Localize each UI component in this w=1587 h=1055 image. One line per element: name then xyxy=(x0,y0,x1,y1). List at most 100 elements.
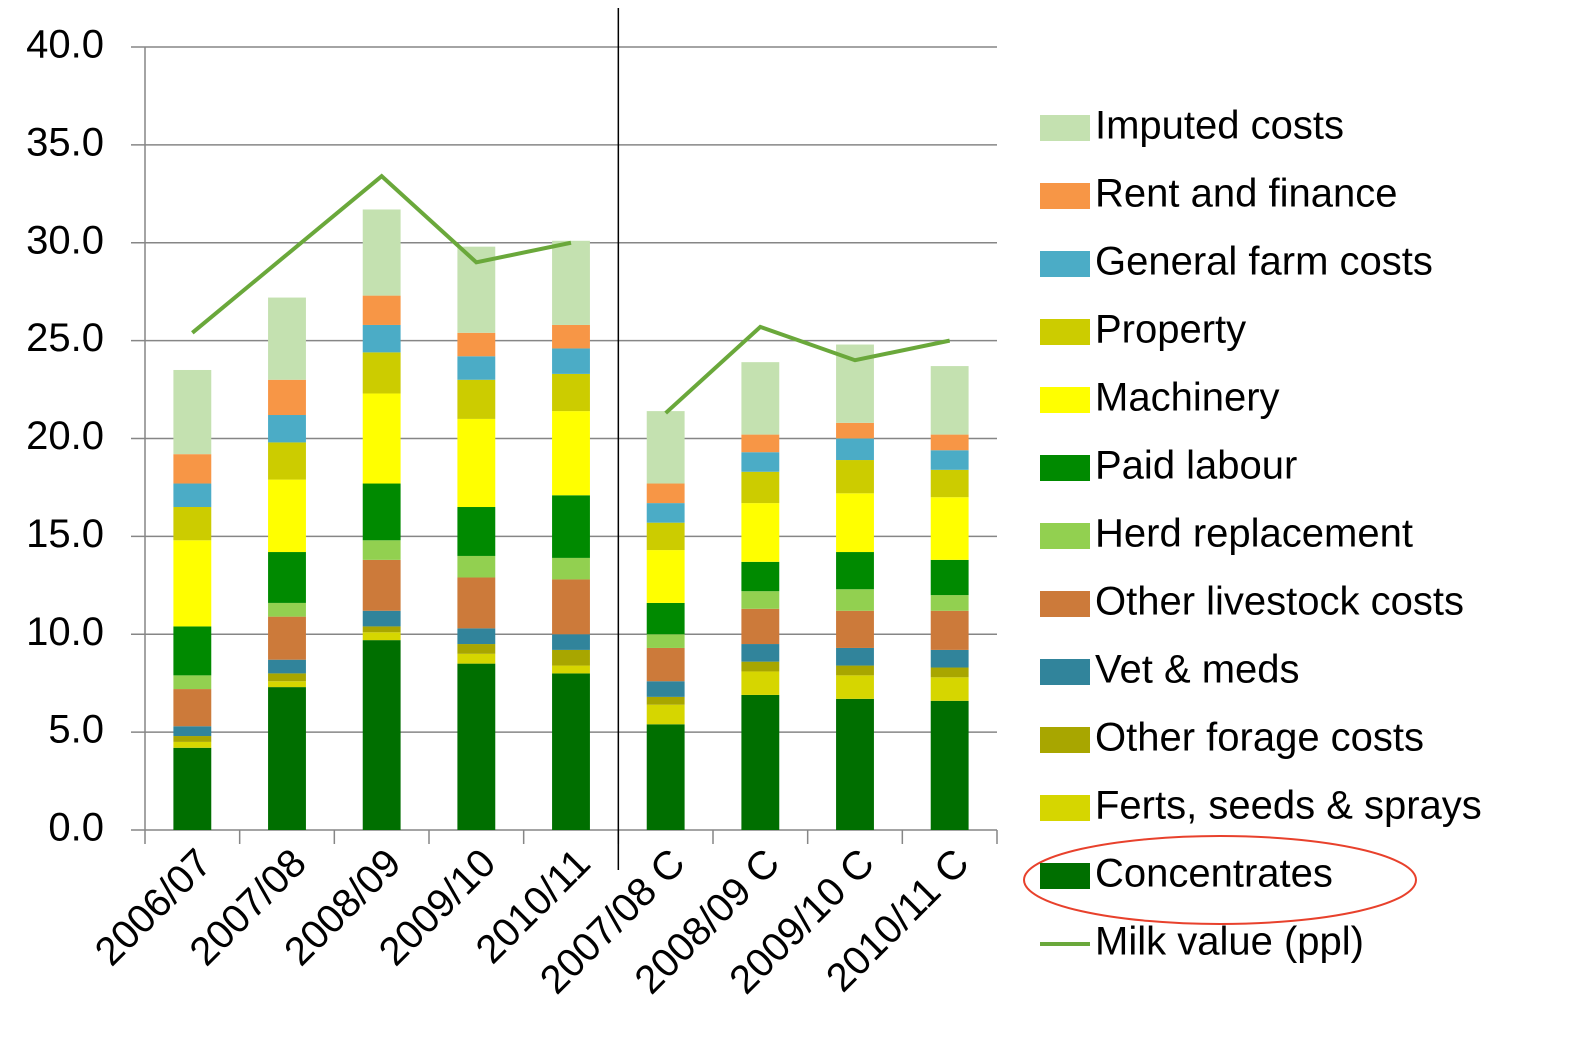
legend-swatch xyxy=(1040,387,1090,413)
bar-segment xyxy=(173,675,212,690)
bar-segment xyxy=(646,522,685,551)
legend-swatch xyxy=(1040,863,1090,889)
bar-segment xyxy=(741,661,780,672)
bar-segment xyxy=(362,295,401,325)
bar-segment xyxy=(457,379,496,419)
bar-segment xyxy=(552,411,590,496)
bar-segment xyxy=(268,442,306,480)
bar-segment xyxy=(930,667,969,678)
bar-segment xyxy=(268,479,306,553)
bar-segment xyxy=(930,610,969,650)
bar-segment xyxy=(646,602,685,635)
bar-segment xyxy=(930,497,969,560)
bar-segment xyxy=(362,483,401,541)
bar-segment xyxy=(552,579,590,635)
bar-segment xyxy=(268,687,306,830)
bar-segment xyxy=(836,665,874,676)
legend-swatch xyxy=(1040,591,1090,617)
bar-segment xyxy=(930,450,969,470)
legend-label: Vet & meds xyxy=(1095,648,1300,692)
bar-segment xyxy=(930,677,969,701)
legend-label: Other livestock costs xyxy=(1095,580,1464,624)
legend-swatch xyxy=(1040,455,1090,481)
legend-label: Paid labour xyxy=(1095,444,1297,488)
bar-segment xyxy=(741,471,780,504)
bar-segment xyxy=(268,659,306,674)
bar-segment xyxy=(930,559,969,596)
legend-swatch xyxy=(1040,251,1090,277)
bar-segment xyxy=(173,736,212,742)
bar-segment xyxy=(362,540,401,560)
legend-label: Ferts, seeds & sprays xyxy=(1095,784,1482,828)
y-tick-label: 25.0 xyxy=(26,316,104,360)
bar-segment xyxy=(362,393,401,484)
legend-label: Herd replacement xyxy=(1095,512,1413,556)
y-tick-label: 20.0 xyxy=(26,414,104,458)
bar-segment xyxy=(930,434,969,451)
y-tick-label: 15.0 xyxy=(26,512,104,556)
bar-segment xyxy=(173,741,212,748)
bar-segment xyxy=(646,503,685,523)
bar-segment xyxy=(741,591,780,609)
bar-segment xyxy=(173,689,212,727)
bar-segment xyxy=(268,616,306,660)
bar-segment xyxy=(362,610,401,627)
bar-segment xyxy=(173,540,212,627)
bar-segment xyxy=(741,452,780,472)
bar-segment xyxy=(173,726,212,737)
bar-segment xyxy=(268,415,306,443)
bar-segment xyxy=(836,647,874,666)
legend-label: Milk value (ppl) xyxy=(1095,920,1364,964)
bar-segment xyxy=(173,454,212,484)
legend-swatch xyxy=(1040,319,1090,345)
bar-segment xyxy=(741,694,780,830)
legend-label: Property xyxy=(1095,308,1246,352)
bar-segment xyxy=(552,495,590,558)
bar-segment xyxy=(646,696,685,705)
bar-segment xyxy=(362,324,401,353)
bar-segment xyxy=(930,595,969,611)
bar-segment xyxy=(457,332,496,357)
bar-segment xyxy=(552,634,590,650)
bar-segment xyxy=(836,460,874,494)
legend-swatch xyxy=(1040,183,1090,209)
highlight-ellipse xyxy=(1023,835,1417,925)
bar-segment xyxy=(836,422,874,439)
bar-segment xyxy=(741,503,780,562)
bar-segment xyxy=(173,507,212,541)
bar-segment xyxy=(836,675,874,699)
bar-segment xyxy=(741,671,780,695)
legend-label: Imputed costs xyxy=(1095,104,1344,148)
legend-label: Rent and finance xyxy=(1095,172,1397,216)
y-tick-label: 35.0 xyxy=(26,120,104,164)
bar-segment xyxy=(457,628,496,645)
bar-segment xyxy=(552,240,590,325)
bar-segment xyxy=(552,557,590,580)
bar-segment xyxy=(552,665,590,674)
bar-segment xyxy=(741,362,780,435)
bar-segment xyxy=(836,610,874,648)
bar-segment xyxy=(457,577,496,629)
bar-segment xyxy=(836,552,874,590)
bar-segment xyxy=(457,507,496,556)
bar-segment xyxy=(646,550,685,603)
bar-segment xyxy=(552,324,590,349)
bar-segment xyxy=(646,681,685,697)
legend-label: Concentrates xyxy=(1095,852,1333,896)
bar-segment xyxy=(362,632,401,641)
bar-segment xyxy=(646,411,685,484)
bar-segment xyxy=(930,469,969,498)
bar-segment xyxy=(268,379,306,416)
bar-segment xyxy=(268,681,306,688)
bar-segment xyxy=(457,653,496,664)
legend-label: General farm costs xyxy=(1095,240,1433,284)
bar-segment xyxy=(173,369,212,455)
bar-segment xyxy=(741,561,780,592)
y-tick-label: 0.0 xyxy=(48,806,104,850)
bar-segment xyxy=(741,644,780,662)
bar-segment xyxy=(457,356,496,380)
legend-swatch xyxy=(1040,523,1090,549)
bar-segment xyxy=(268,673,306,682)
bar-segment xyxy=(741,434,780,453)
bar-segment xyxy=(646,483,685,504)
